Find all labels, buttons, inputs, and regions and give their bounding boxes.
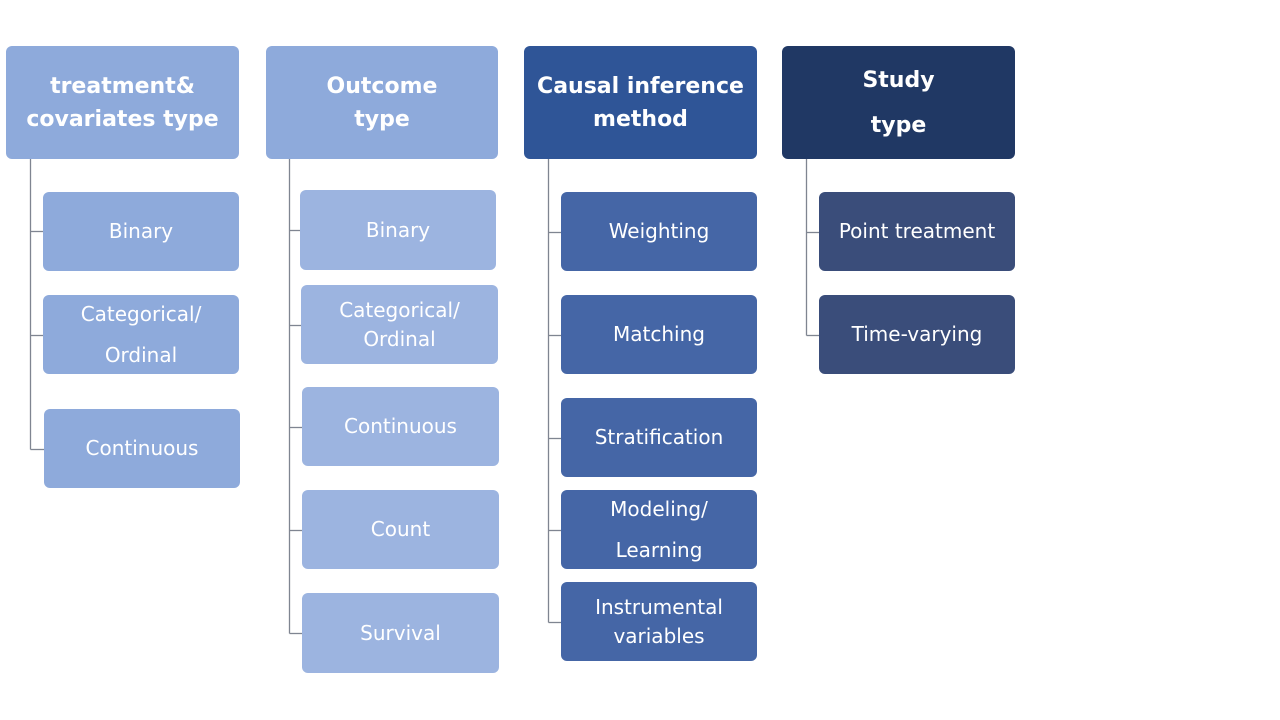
node-label: Point treatment bbox=[838, 219, 996, 243]
node-label: Time-varying bbox=[851, 322, 983, 346]
node-label: Binary bbox=[365, 217, 431, 242]
method-weighting-node: Weighting bbox=[561, 192, 757, 271]
node-label: Matching bbox=[613, 322, 705, 346]
treatment-covariates-type-title: treatment& covariates type bbox=[26, 73, 219, 132]
outcome-type-header: Outcome type bbox=[266, 46, 498, 159]
method-stratification-node: Stratification bbox=[561, 398, 757, 477]
method-instrumental-variables-node: Instrumental variables bbox=[561, 582, 757, 661]
node-label: Categorical/ Ordinal bbox=[80, 301, 202, 367]
treatment-categorical-ordinal-node: Categorical/ Ordinal bbox=[43, 295, 239, 374]
treatment-continuous-node: Continuous bbox=[44, 409, 240, 488]
study-time-varying-node: Time-varying bbox=[819, 295, 1015, 374]
node-label: Continuous bbox=[344, 414, 457, 438]
node-label: Modeling/ Learning bbox=[610, 496, 708, 562]
outcome-count-node: Count bbox=[302, 490, 499, 569]
node-label: Categorical/ Ordinal bbox=[339, 297, 460, 351]
outcome-categorical-ordinal-node: Categorical/ Ordinal bbox=[301, 285, 498, 364]
node-label: Weighting bbox=[608, 219, 710, 243]
method-matching-node: Matching bbox=[561, 295, 757, 374]
outcome-continuous-node: Continuous bbox=[302, 387, 499, 466]
treatment-covariates-type-header: treatment& covariates type bbox=[6, 46, 239, 159]
causal-inference-method-title: Causal inference method bbox=[537, 73, 744, 132]
method-modeling-learning-node: Modeling/ Learning bbox=[561, 490, 757, 569]
node-label: Count bbox=[370, 517, 431, 541]
node-label: Continuous bbox=[85, 436, 199, 460]
node-label: Stratification bbox=[594, 425, 724, 449]
causal-inference-method-header: Causal inference method bbox=[524, 46, 757, 159]
node-label: Instrumental variables bbox=[595, 594, 723, 648]
study-type-title: Study type bbox=[862, 67, 935, 138]
node-label: Survival bbox=[360, 620, 441, 645]
outcome-type-title: Outcome type bbox=[326, 73, 438, 132]
treatment-binary-node: Binary bbox=[43, 192, 239, 271]
outcome-binary-node: Binary bbox=[300, 190, 496, 270]
study-point-treatment-node: Point treatment bbox=[819, 192, 1015, 271]
outcome-survival-node: Survival bbox=[302, 593, 499, 673]
study-type-header: Study type bbox=[782, 46, 1015, 159]
node-label: Binary bbox=[108, 219, 174, 243]
